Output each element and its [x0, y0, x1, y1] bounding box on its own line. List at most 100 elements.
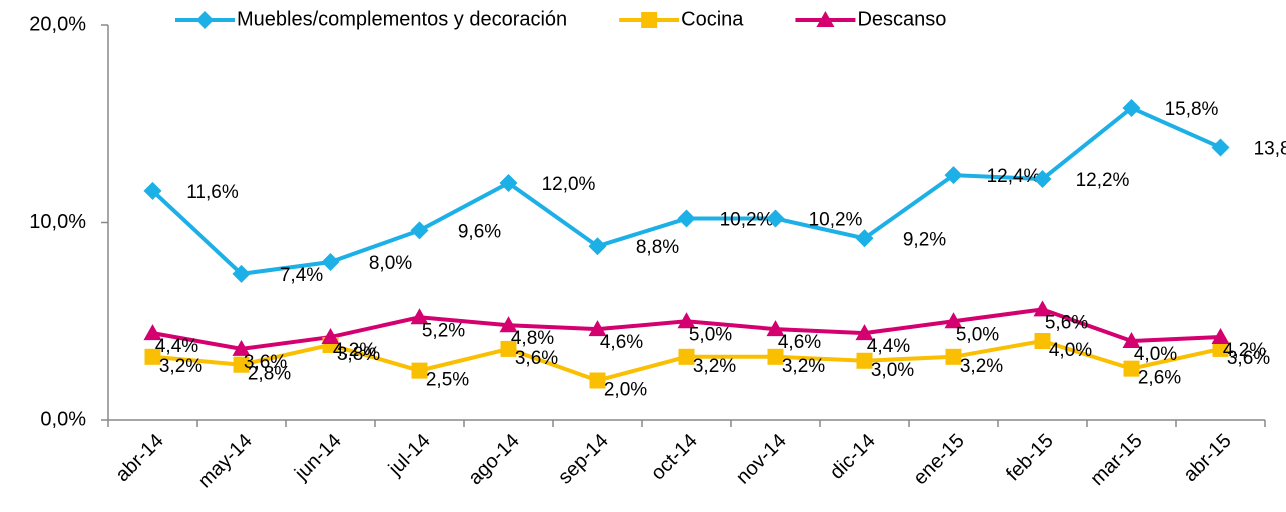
data-point: [588, 237, 607, 256]
data-point: [410, 308, 429, 325]
value-label: 4,6%: [600, 332, 643, 353]
data-point: [500, 340, 517, 357]
data-point: [678, 348, 695, 365]
data-point: [1033, 170, 1052, 189]
value-label: 3,6%: [1227, 348, 1270, 369]
value-label: 5,6%: [1045, 312, 1088, 333]
data-point: [1122, 98, 1141, 117]
value-label: 5,0%: [956, 324, 999, 345]
x-tick-label: abr-15: [1179, 430, 1235, 486]
value-label: 3,2%: [693, 356, 736, 377]
value-label: 3,2%: [782, 356, 825, 377]
value-label: 3,2%: [960, 356, 1003, 377]
value-label: 4,8%: [511, 328, 554, 349]
series-line: [151, 105, 1222, 276]
value-label: 4,6%: [778, 332, 821, 353]
value-label: 5,2%: [422, 320, 465, 341]
data-point: [677, 312, 696, 329]
value-label: 12,2%: [1076, 170, 1130, 191]
x-tick-label: jul-14: [384, 430, 435, 481]
data-point: [944, 166, 963, 185]
value-label: 3,8%: [337, 344, 380, 365]
legend-label: Descanso: [857, 8, 946, 30]
data-point: [232, 339, 251, 356]
data-point: [588, 320, 607, 337]
data-point: [499, 316, 518, 333]
legend-marker: [641, 12, 658, 28]
value-label: 10,2%: [720, 210, 774, 231]
data-point: [143, 181, 162, 200]
value-label: 4,0%: [1134, 344, 1177, 365]
data-point: [855, 324, 874, 341]
x-tick-label: ene-15: [909, 430, 969, 490]
legend-label: Cocina: [681, 8, 744, 30]
data-point: [321, 328, 340, 345]
data-point: [856, 352, 873, 369]
legend-marker: [816, 11, 835, 27]
value-label: 13,8%: [1254, 138, 1286, 159]
x-tick-label: abr-14: [111, 430, 167, 486]
data-point: [143, 324, 162, 341]
value-label: 9,2%: [903, 229, 946, 250]
value-label: 4,4%: [867, 336, 910, 357]
data-point: [766, 209, 785, 228]
value-label: 4,4%: [155, 336, 198, 357]
data-point: [232, 264, 251, 283]
data-point: [767, 348, 784, 365]
data-point: [766, 320, 785, 337]
data-point: [410, 221, 429, 240]
data-point: [1123, 360, 1140, 377]
value-label: 2,5%: [426, 370, 469, 391]
data-point: [677, 209, 696, 228]
value-label: 8,8%: [636, 237, 679, 258]
value-label: 2,6%: [1138, 368, 1181, 389]
value-label: 10,2%: [809, 210, 863, 231]
data-point: [1033, 300, 1052, 317]
x-tick-label: dic-14: [826, 430, 880, 484]
value-label: 3,0%: [871, 360, 914, 381]
y-tick-label: 20,0%: [29, 13, 86, 35]
y-tick-label: 10,0%: [29, 211, 86, 233]
value-label: 8,0%: [369, 253, 412, 274]
data-point: [944, 312, 963, 329]
data-point: [1211, 328, 1230, 345]
data-point: [499, 174, 518, 192]
x-tick-label: feb-15: [1002, 430, 1058, 486]
value-label: 12,4%: [987, 166, 1041, 187]
value-label: 4,2%: [333, 340, 376, 361]
x-tick-label: mar-15: [1086, 430, 1146, 490]
data-point: [321, 253, 340, 271]
data-point: [144, 348, 161, 365]
value-label: 9,6%: [458, 221, 501, 242]
value-label: 5,0%: [689, 324, 732, 345]
value-label: 3,6%: [515, 348, 558, 369]
value-label: 11,6%: [186, 182, 239, 203]
legend-label: Muebles/complementos y decoración: [237, 8, 567, 30]
data-point: [945, 348, 962, 365]
value-label: 3,6%: [244, 352, 287, 373]
value-label: 7,4%: [280, 265, 323, 286]
data-point: [855, 229, 874, 248]
legend-marker: [196, 11, 214, 29]
value-label: 12,0%: [542, 174, 596, 195]
data-point: [589, 372, 606, 389]
data-point: [1211, 138, 1230, 157]
data-point: [233, 356, 250, 373]
value-label: 3,2%: [159, 356, 202, 377]
y-tick-label: 0,0%: [40, 408, 86, 430]
x-tick-label: oct-14: [647, 430, 702, 485]
value-label: 4,2%: [1223, 340, 1266, 361]
x-tick-label: nov-14: [732, 430, 791, 489]
value-label: 2,8%: [248, 364, 291, 385]
value-label: 15,8%: [1165, 99, 1219, 120]
x-tick-label: may-14: [194, 430, 257, 493]
data-point: [1212, 340, 1229, 357]
data-point: [1122, 332, 1141, 348]
x-tick-label: ago-14: [464, 430, 524, 490]
value-label: 2,0%: [604, 380, 647, 401]
data-point: [411, 362, 428, 379]
value-label: 4,0%: [1049, 340, 1092, 361]
x-tick-label: jun-14: [290, 430, 346, 486]
x-tick-label: sep-14: [554, 430, 613, 489]
